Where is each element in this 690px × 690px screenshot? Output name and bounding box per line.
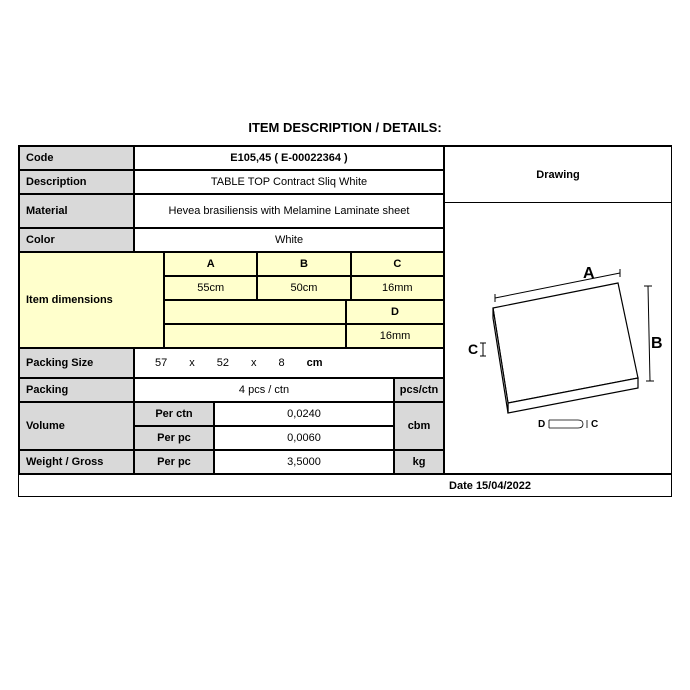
label-description: Description bbox=[19, 170, 134, 194]
label-perpc-w: Per pc bbox=[134, 450, 214, 474]
value-date: 15/04/2022 bbox=[476, 480, 531, 492]
label-drawing: Drawing bbox=[445, 147, 671, 203]
dim-label-a: A bbox=[164, 252, 257, 276]
svg-text:C: C bbox=[468, 341, 478, 357]
value-material: Hevea brasiliensis with Melamine Laminat… bbox=[134, 194, 444, 228]
drawing-icon: A B C D bbox=[453, 238, 663, 438]
volume-ctn: 0,0240 bbox=[214, 402, 394, 426]
weight-pc: 3,5000 bbox=[214, 450, 394, 474]
spec-sheet: Code E105,45 ( E-00022364 ) Description … bbox=[18, 145, 672, 497]
value-packing: 4 pcs / ctn bbox=[134, 378, 394, 402]
page-title: ITEM DESCRIPTION / DETAILS: bbox=[18, 120, 672, 135]
value-code: E105,45 ( E-00022364 ) bbox=[134, 146, 444, 170]
label-perctn: Per ctn bbox=[134, 402, 214, 426]
label-color: Color bbox=[19, 228, 134, 252]
pack-h: 8 bbox=[279, 357, 285, 369]
dim-label-d: D bbox=[346, 300, 444, 324]
unit-cbm: cbm bbox=[394, 402, 444, 450]
dim-blank2 bbox=[164, 324, 346, 348]
dim-b: 50cm bbox=[257, 276, 350, 300]
dim-blank bbox=[164, 300, 346, 324]
label-dimensions: Item dimensions bbox=[19, 252, 164, 348]
date-row: Date 15/04/2022 bbox=[19, 474, 671, 496]
drawing-panel: A B C D bbox=[445, 203, 671, 473]
label-material: Material bbox=[19, 194, 134, 228]
label-volume: Volume bbox=[19, 402, 134, 450]
pack-w: 52 bbox=[217, 357, 229, 369]
dim-label-b: B bbox=[257, 252, 350, 276]
unit-kg: kg bbox=[394, 450, 444, 474]
dim-label-c: C bbox=[351, 252, 444, 276]
pack-unit: cm bbox=[307, 357, 323, 369]
pack-x1: x bbox=[189, 357, 195, 369]
dim-d: 16mm bbox=[346, 324, 444, 348]
pack-x2: x bbox=[251, 357, 257, 369]
svg-text:C: C bbox=[591, 419, 598, 430]
label-code: Code bbox=[19, 146, 134, 170]
label-weight: Weight / Gross bbox=[19, 450, 134, 474]
pack-l: 57 bbox=[155, 357, 167, 369]
value-description: TABLE TOP Contract Sliq White bbox=[134, 170, 444, 194]
svg-text:A: A bbox=[583, 265, 595, 282]
svg-text:B: B bbox=[651, 335, 663, 352]
svg-text:D: D bbox=[538, 419, 545, 430]
value-color: White bbox=[134, 228, 444, 252]
dim-c: 16mm bbox=[351, 276, 444, 300]
dim-a: 55cm bbox=[164, 276, 257, 300]
label-packing: Packing bbox=[19, 378, 134, 402]
volume-pc: 0,0060 bbox=[214, 426, 394, 450]
unit-pcsctn: pcs/ctn bbox=[394, 378, 444, 402]
label-date: Date bbox=[449, 480, 473, 492]
label-perpc-v: Per pc bbox=[134, 426, 214, 450]
label-packing-size: Packing Size bbox=[19, 348, 134, 378]
